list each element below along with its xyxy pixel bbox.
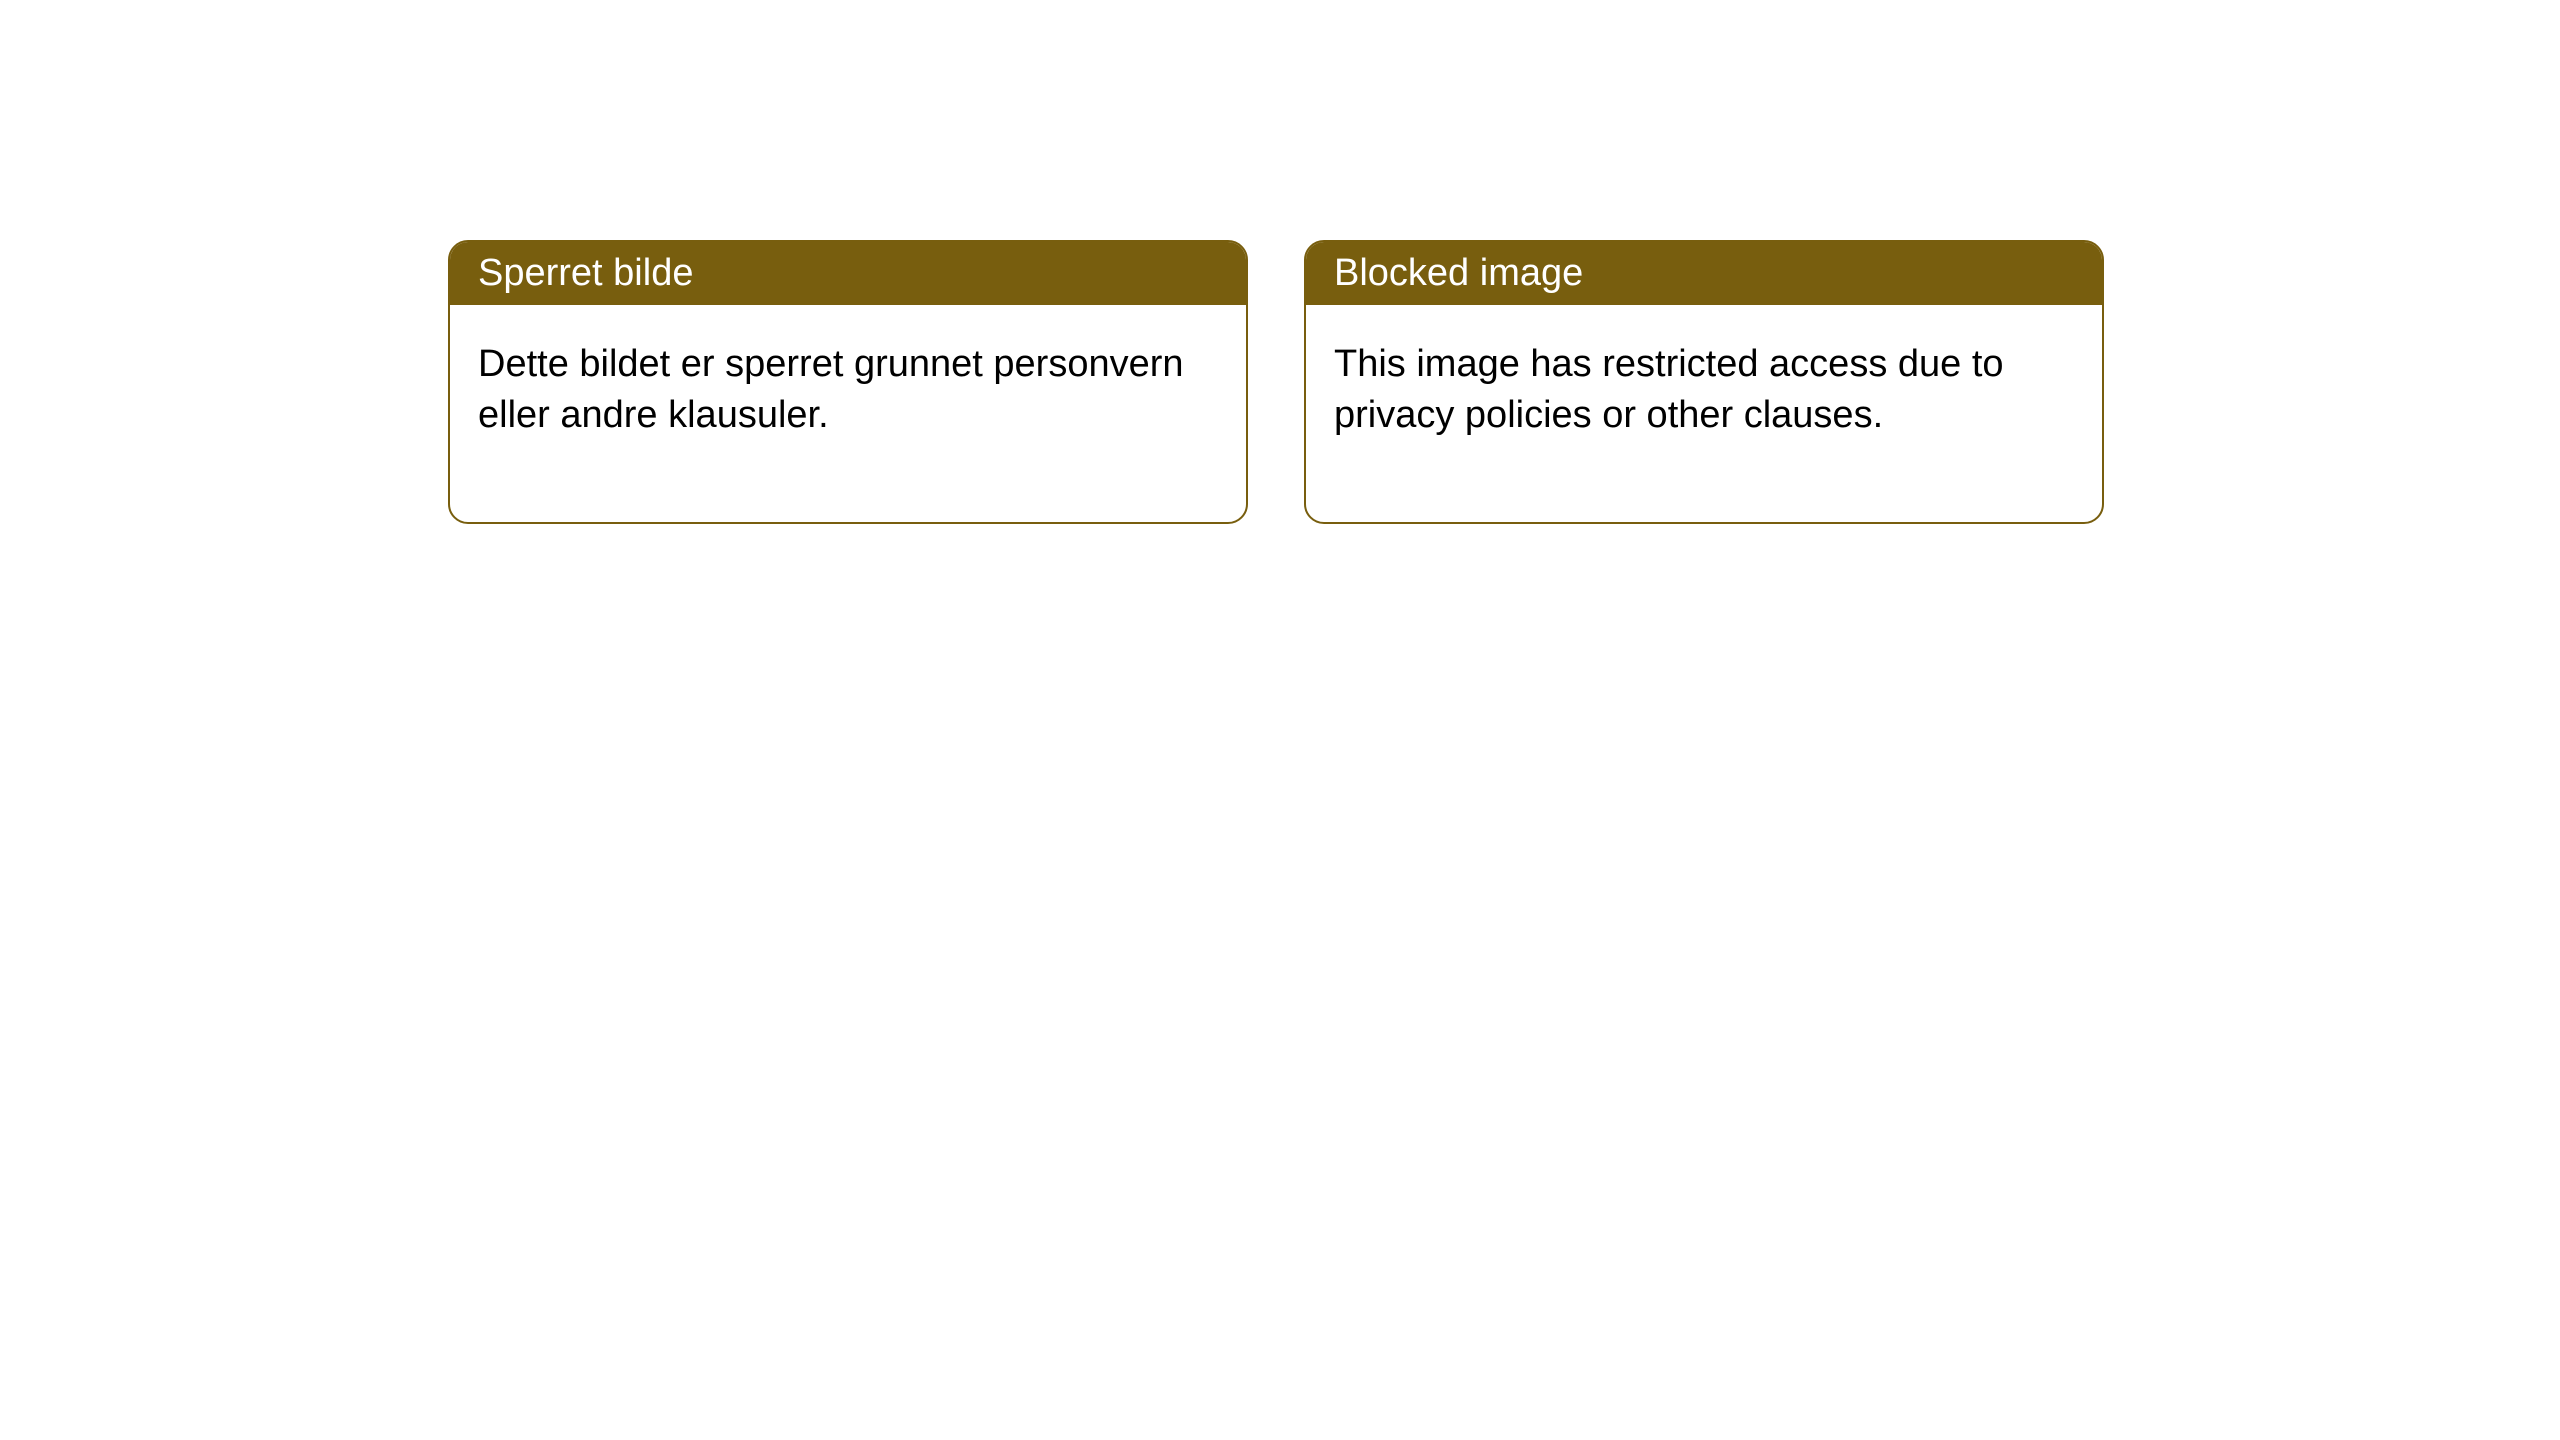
notice-card-english: Blocked image This image has restricted … — [1304, 240, 2104, 524]
notice-cards-container: Sperret bilde Dette bildet er sperret gr… — [0, 0, 2560, 524]
card-body: This image has restricted access due to … — [1306, 305, 2102, 522]
card-body-text: This image has restricted access due to … — [1334, 343, 2004, 436]
card-title: Sperret bilde — [478, 252, 693, 294]
card-header: Sperret bilde — [450, 242, 1246, 305]
card-body: Dette bildet er sperret grunnet personve… — [450, 305, 1246, 522]
notice-card-norwegian: Sperret bilde Dette bildet er sperret gr… — [448, 240, 1248, 524]
card-body-text: Dette bildet er sperret grunnet personve… — [478, 343, 1184, 436]
card-title: Blocked image — [1334, 252, 1583, 294]
card-header: Blocked image — [1306, 242, 2102, 305]
